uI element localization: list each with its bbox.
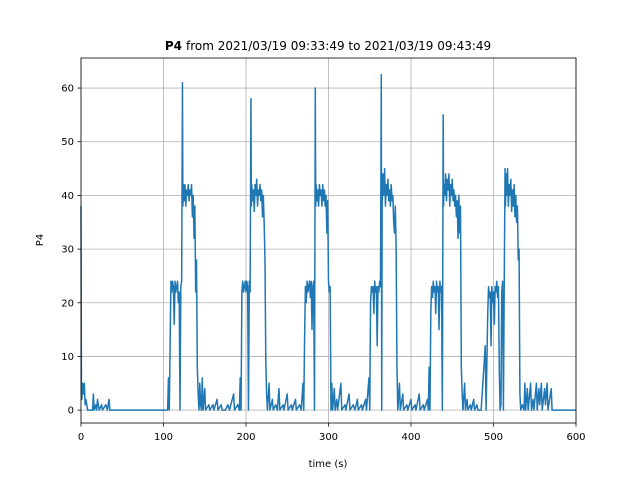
y-tick-label: 60: [61, 84, 74, 95]
x-tick-label: 300: [319, 432, 338, 443]
x-tick-label: 100: [154, 432, 173, 443]
x-tick-label: 400: [401, 432, 420, 443]
x-tick-label: 0: [78, 432, 84, 443]
plot-area: [80, 73, 576, 411]
title-prefix: P4: [165, 39, 182, 53]
y-tick-label: 40: [61, 191, 74, 202]
x-tick-label: 500: [484, 432, 503, 443]
data-line: [80, 73, 576, 411]
title-text: from 2021/03/19 09:33:49 to 2021/03/19 0…: [186, 39, 491, 53]
y-tick-label: 30: [61, 245, 74, 256]
chart-title: P4 from 2021/03/19 09:33:49 to 2021/03/19…: [165, 39, 491, 53]
y-axis-label: P4: [35, 234, 46, 246]
x-axis-label: time (s): [309, 459, 348, 470]
y-tick-label: 0: [68, 406, 74, 417]
ticks: 0 100 200 300 400 500 600 0 10 20 30 40 50 60: [61, 84, 585, 443]
y-tick-label: 20: [61, 298, 74, 309]
y-tick-label: 50: [61, 137, 74, 148]
x-tick-label: 600: [566, 432, 585, 443]
x-tick-label: 200: [236, 432, 255, 443]
y-tick-label: 10: [61, 352, 74, 363]
